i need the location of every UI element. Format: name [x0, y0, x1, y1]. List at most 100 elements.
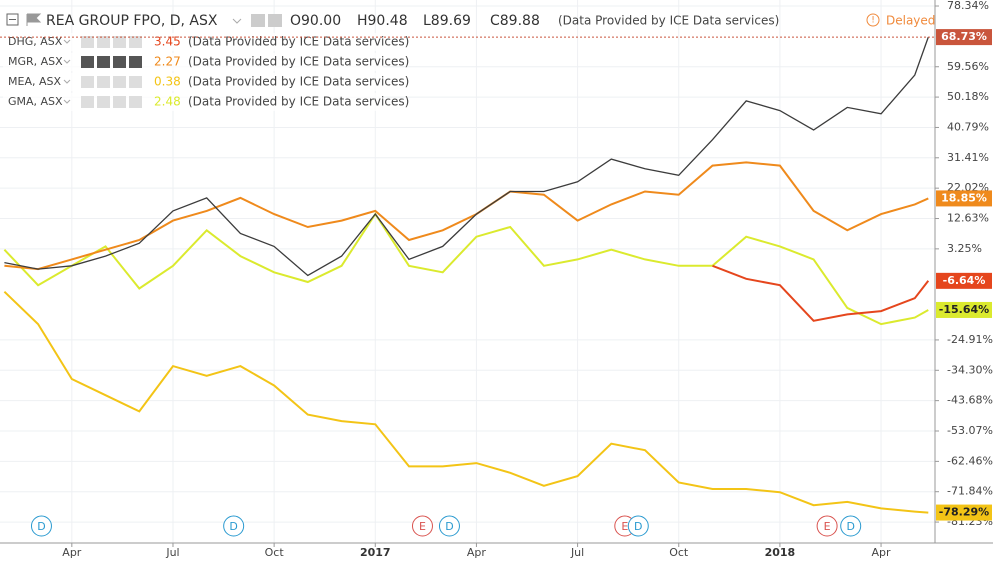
series-control[interactable] — [113, 36, 126, 48]
event-marker[interactable] — [816, 515, 838, 537]
y-tick-label: -71.84% — [947, 485, 993, 498]
last-value-label: -15.64% — [939, 303, 989, 316]
legend-name: MEA, ASX — [8, 75, 61, 88]
series-control[interactable] — [113, 76, 126, 88]
eye-icon[interactable] — [251, 14, 265, 27]
x-tick-label: Jul — [570, 546, 584, 559]
dropdown[interactable] — [232, 18, 242, 24]
flag-icon[interactable] — [26, 13, 42, 26]
y-tick-label: -34.30% — [947, 363, 993, 376]
last-value-label: 18.85% — [941, 191, 987, 204]
series-control[interactable] — [97, 96, 110, 108]
series-control[interactable] — [81, 56, 94, 68]
x-tick-label: 2018 — [765, 546, 796, 559]
x-tick-label: Apr — [872, 546, 892, 559]
lines — [3, 36, 930, 514]
last-value-box — [936, 190, 992, 207]
y-tick-label: 59.56% — [947, 60, 989, 73]
y-tick-label: -43.68% — [947, 394, 993, 407]
series-control[interactable] — [81, 76, 94, 88]
legend-name: GMA, ASX — [8, 95, 63, 108]
close: C89.88 — [490, 13, 540, 29]
legend: REA GROUP FPO, D, ASX O90.00 H90.48 L89.… — [3, 13, 935, 111]
event-label: E — [419, 520, 426, 533]
x-tick-label: Apr — [467, 546, 487, 559]
series-control[interactable] — [97, 36, 110, 48]
x-tick-label: Oct — [265, 546, 285, 559]
legend-provider: (Data Provided by ICE Data services) — [188, 95, 409, 109]
series-line — [4, 36, 929, 277]
collapse-icon[interactable] — [6, 13, 19, 26]
event-label: E — [824, 520, 831, 533]
y-tick-label: 50.18% — [947, 90, 989, 103]
event-label: D — [445, 520, 453, 533]
y-tick-label: -62.46% — [947, 454, 993, 467]
delayed[interactable]: Delayed — [886, 14, 935, 28]
event-label: D — [846, 520, 854, 533]
y-tick-label: -53.07% — [947, 424, 993, 437]
x-tick-label: Apr — [62, 546, 82, 559]
main-title: REA GROUP FPO, D, ASX — [46, 13, 218, 29]
event-marker[interactable] — [627, 515, 649, 537]
y-tick-label: 40.79% — [947, 120, 989, 133]
last-value-box — [936, 272, 992, 289]
dropdown — [63, 39, 71, 44]
legend-provider: (Data Provided by ICE Data services) — [188, 35, 409, 49]
event-marker[interactable] — [438, 515, 460, 537]
event-label: D — [634, 520, 642, 533]
last-value-box — [936, 301, 992, 318]
series-control[interactable] — [129, 96, 142, 108]
dropdown — [63, 79, 71, 84]
series-control[interactable] — [129, 76, 142, 88]
y-tick-label: 78.34% — [947, 0, 989, 12]
legend-name: DHG, ASX — [8, 35, 63, 48]
event-label: E — [621, 520, 628, 533]
series-line — [712, 264, 930, 322]
dropdown — [63, 59, 71, 64]
provider: (Data Provided by ICE Data services) — [558, 14, 779, 28]
series-control[interactable] — [97, 56, 110, 68]
legend-name: MGR, ASX — [8, 55, 63, 68]
x-tick-label: Jul — [165, 546, 179, 559]
series-control[interactable] — [113, 56, 126, 68]
last-value-label: -6.64% — [943, 274, 986, 287]
low: L89.69 — [423, 13, 471, 29]
series-control[interactable] — [97, 76, 110, 88]
last-value-box — [936, 29, 992, 46]
last-value-box — [936, 504, 992, 521]
event-label: D — [37, 520, 45, 533]
last-value-label: -78.29% — [939, 506, 989, 519]
y-tick-label: 3.25% — [947, 242, 982, 255]
open: O90.00 — [290, 13, 341, 29]
legend-provider: (Data Provided by ICE Data services) — [188, 55, 409, 69]
x-tick-label: 2017 — [360, 546, 391, 559]
last-value-label: 68.73% — [941, 30, 987, 43]
event-marker[interactable] — [223, 515, 245, 537]
series-control[interactable] — [129, 36, 142, 48]
event-marker[interactable] — [30, 515, 52, 537]
legend-value: 0.38 — [154, 75, 181, 89]
series-control[interactable] — [81, 36, 94, 48]
dropdown — [63, 99, 71, 104]
settings-icon[interactable] — [268, 14, 282, 27]
series-control[interactable] — [129, 56, 142, 68]
x-tick-label: Oct — [669, 546, 689, 559]
series-control[interactable] — [113, 96, 126, 108]
series-line — [3, 212, 929, 326]
legend-value: 2.27 — [154, 55, 181, 69]
event-label: D — [229, 520, 237, 533]
legend-value: 3.45 — [154, 35, 181, 49]
event-marker[interactable] — [411, 515, 433, 537]
legend-provider: (Data Provided by ICE Data services) — [188, 75, 409, 89]
delayed-icon: ! — [871, 16, 875, 26]
event-marker[interactable] — [840, 515, 862, 537]
legend-value: 2.48 — [154, 95, 181, 109]
delayed-icon — [866, 13, 880, 27]
y-tick-label: 31.41% — [947, 151, 989, 164]
series-line — [3, 290, 929, 514]
high: H90.48 — [357, 13, 408, 29]
series-control[interactable] — [81, 96, 94, 108]
y-tick-label: -24.91% — [947, 333, 993, 346]
y-tick-label: 12.63% — [947, 212, 989, 225]
